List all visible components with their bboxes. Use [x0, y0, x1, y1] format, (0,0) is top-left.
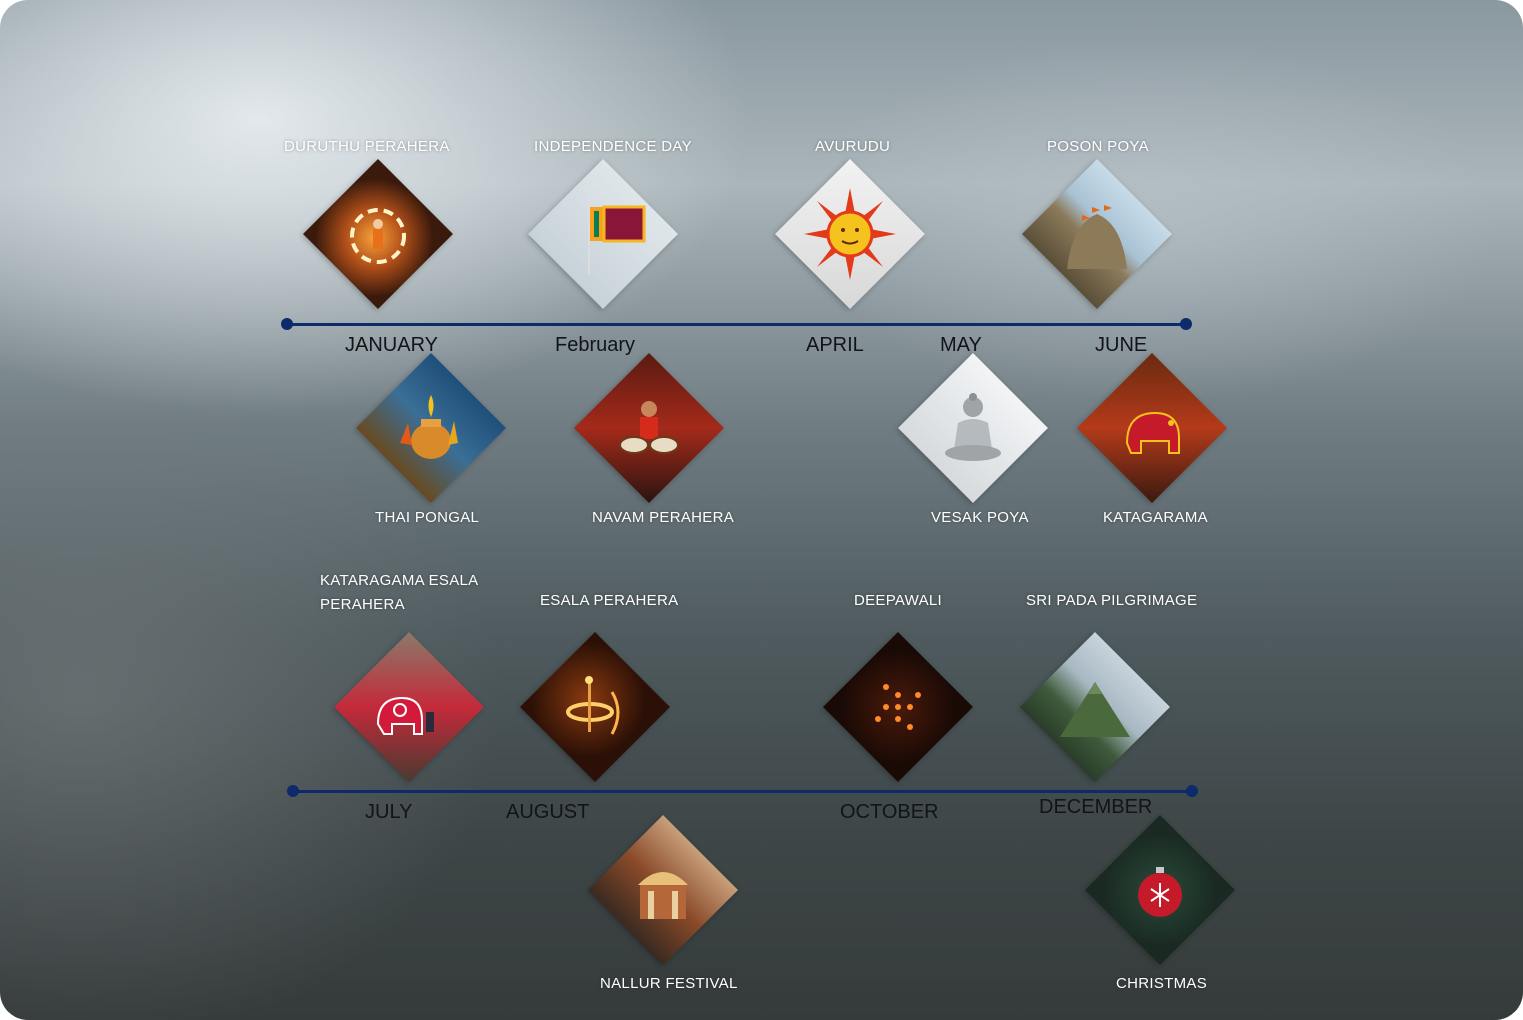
kataragama-esala-perahera-tile[interactable] [334, 632, 484, 782]
timeline-start-dot [281, 318, 293, 330]
timeline-axis [292, 790, 1191, 793]
month-label: February [555, 334, 636, 356]
month-label: JANUARY [345, 334, 438, 356]
oil-lamps-icon [875, 684, 921, 730]
event-label: ESALA PERAHERA [540, 592, 679, 609]
month-label: MAY [940, 334, 982, 356]
drummer-icon [619, 401, 679, 454]
month-label: AUGUST [506, 801, 590, 823]
mountain-icon [1060, 682, 1130, 737]
month-label: JUNE [1095, 334, 1148, 356]
event-label: NALLUR FESTIVAL [600, 975, 738, 992]
navam-perahera-tile[interactable] [574, 353, 724, 503]
event-label: KATAGARAMA [1103, 509, 1208, 526]
independence-day-tile[interactable] [528, 159, 678, 309]
katagarama-tile[interactable] [1077, 353, 1227, 503]
buddha-statue-icon [945, 393, 1001, 461]
timeline-axis [287, 323, 1186, 326]
kovil-temple-icon [638, 872, 688, 919]
timeline-end-dot [1186, 785, 1198, 797]
event-label: POSON POYA [1047, 138, 1149, 155]
nallur-festival-tile[interactable] [588, 815, 738, 965]
poson-poya-tile[interactable] [1022, 159, 1172, 309]
event-label: INDEPENDENCE DAY [534, 138, 692, 155]
duruthu-perahera-tile[interactable] [303, 159, 453, 309]
fire-dancer-icon [350, 208, 406, 264]
month-label: JULY [365, 801, 413, 823]
timeline-end-dot [1180, 318, 1192, 330]
vesak-poya-tile[interactable] [898, 353, 1048, 503]
rock-temple-icon [1067, 205, 1127, 269]
event-label: DEEPAWALI [854, 592, 942, 609]
christmas-bauble-icon [1138, 867, 1182, 917]
sun-icon [804, 188, 896, 280]
sri-pada-pilgrimage-tile[interactable] [1020, 632, 1170, 782]
month-label: APRIL [806, 334, 864, 356]
event-label: NAVAM PERAHERA [592, 509, 735, 526]
decorated-elephant-icon [1125, 411, 1180, 454]
month-label: DECEMBER [1039, 796, 1153, 818]
avurudu-tile[interactable] [775, 159, 925, 309]
event-label: CHRISTMAS [1116, 975, 1208, 992]
clay-pot-icon [400, 395, 458, 459]
elephant-procession-icon [376, 696, 434, 735]
flag-icon [588, 199, 646, 274]
timeline-start-dot [287, 785, 299, 797]
event-label: KATARAGAMA ESALA PERAHERA [320, 572, 478, 613]
thai-pongal-tile[interactable] [356, 353, 506, 503]
month-label: OCTOBER [840, 801, 939, 823]
deepawali-tile[interactable] [823, 632, 973, 782]
event-label: DURUTHU PERAHERA [284, 138, 450, 155]
event-label: THAI PONGAL [375, 509, 480, 526]
event-label: VESAK POYA [931, 509, 1029, 526]
event-label: SRI PADA PILGRIMAGE [1026, 592, 1198, 609]
fire-wheel-icon [566, 676, 620, 735]
christmas-tile[interactable] [1085, 815, 1235, 965]
esala-perahera-tile[interactable] [520, 632, 670, 782]
event-label: AVURUDU [815, 138, 891, 155]
